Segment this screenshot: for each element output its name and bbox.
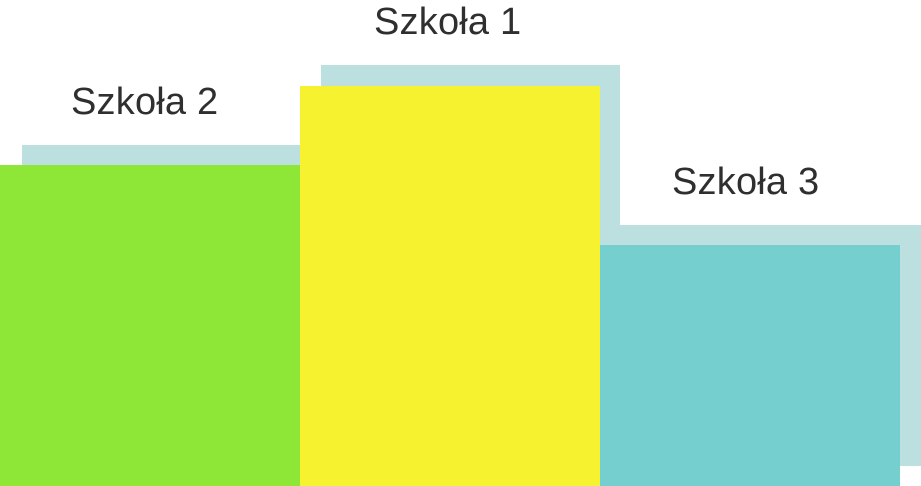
podium-block-szkola-2 — [0, 165, 300, 486]
podium-label-szkola-2: Szkoła 2 — [71, 81, 219, 123]
podium-label-szkola-1: Szkoła 1 — [374, 1, 522, 43]
podium-label-szkola-3: Szkoła 3 — [672, 161, 820, 203]
podium-block-szkola-3 — [600, 245, 900, 486]
podium-block-szkola-1 — [300, 86, 600, 486]
